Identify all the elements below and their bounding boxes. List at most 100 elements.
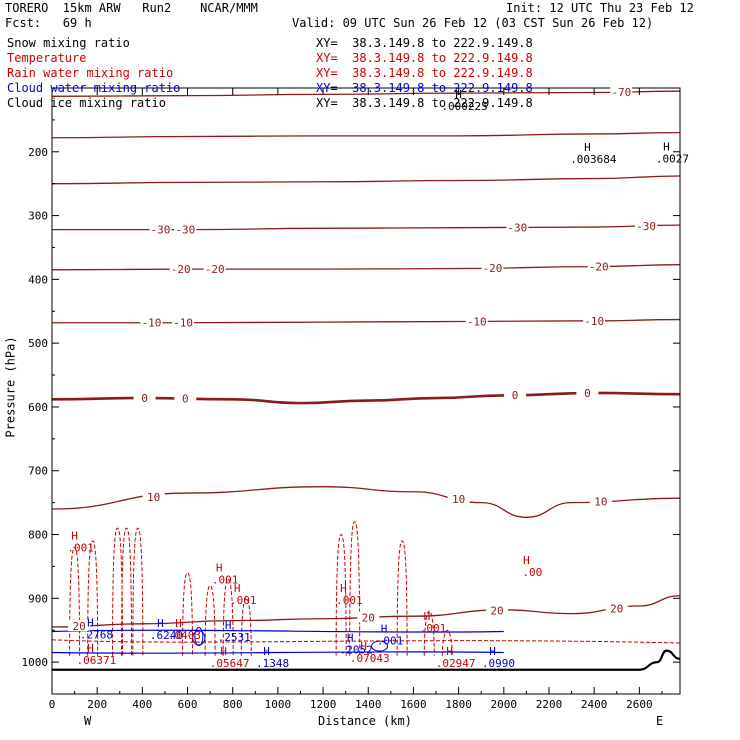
max-marker: H bbox=[220, 645, 227, 658]
max-value-label: .2768 bbox=[80, 628, 113, 641]
isotherm-label: -20 bbox=[205, 263, 225, 276]
max-value-label: .00 bbox=[522, 566, 542, 579]
isotherm-label: 0 bbox=[584, 387, 591, 400]
max-marker: H bbox=[424, 610, 431, 623]
isotherm-label-bg bbox=[133, 392, 156, 404]
max-marker: H bbox=[663, 140, 670, 153]
legend-xy-cloud-ice: XY= 38.3.149.8 to 222.9.149.8 bbox=[316, 96, 533, 110]
isotherm-label-bg bbox=[203, 263, 226, 275]
x-tick-label: 800 bbox=[223, 698, 243, 711]
isotherm-label: -30 bbox=[150, 224, 170, 237]
terrain-line bbox=[52, 649, 681, 671]
max-value-label: .0403 bbox=[168, 629, 201, 642]
rain-contour bbox=[349, 521, 361, 656]
rain-contour bbox=[87, 540, 99, 656]
y-tick-label: 400 bbox=[28, 273, 48, 286]
isotherm-label-bg bbox=[583, 314, 606, 326]
isotherm-line bbox=[51, 264, 681, 271]
isotherm-label: -30 bbox=[507, 221, 527, 234]
isotherm-label: -10 bbox=[584, 315, 604, 328]
max-value-label: .1348 bbox=[256, 657, 289, 670]
max-marker: H bbox=[381, 623, 388, 636]
isotherm-label: -20 bbox=[589, 261, 609, 274]
isotherm-label-bg bbox=[357, 611, 380, 623]
legend-label-rain: Rain water mixing ratio bbox=[7, 66, 174, 80]
max-marker: H bbox=[263, 645, 270, 658]
max-marker: H bbox=[71, 530, 78, 543]
isotherm-label: 0 bbox=[512, 389, 519, 402]
isotherm-label-bg bbox=[174, 223, 197, 235]
isotherm-label: -70 bbox=[611, 86, 631, 99]
max-value-label: .06371 bbox=[77, 654, 117, 667]
max-marker: H bbox=[157, 617, 164, 630]
isotherm-line bbox=[51, 175, 681, 185]
max-value-label: .05647 bbox=[210, 657, 250, 670]
x-tick-label: 0 bbox=[49, 698, 56, 711]
rain-contour bbox=[132, 527, 144, 656]
isotherm-label: 0 bbox=[141, 392, 148, 405]
x-tick-label: 2200 bbox=[536, 698, 563, 711]
max-value-label: .003684 bbox=[570, 153, 617, 166]
max-value-label: .0990 bbox=[482, 657, 515, 670]
rain-contour-base bbox=[51, 639, 681, 644]
x-tick-label: 1400 bbox=[355, 698, 382, 711]
x-tick-label: 2400 bbox=[581, 698, 608, 711]
x-tick-label: 400 bbox=[132, 698, 152, 711]
y-tick-label: 500 bbox=[28, 337, 48, 350]
cloud-water-cell bbox=[192, 630, 206, 646]
isotherm-label-bg bbox=[169, 263, 192, 275]
max-marker: H bbox=[523, 554, 530, 567]
x-tick-label: 2600 bbox=[626, 698, 653, 711]
cloud-water-contour bbox=[51, 629, 504, 633]
y-tick-label: 800 bbox=[28, 529, 48, 542]
y-tick-label: 1000 bbox=[22, 656, 49, 669]
max-value-label: .07043 bbox=[350, 652, 390, 665]
x-tick-label: 1200 bbox=[310, 698, 337, 711]
legend-xy-rain: XY= 38.3.149.8 to 222.9.149.8 bbox=[316, 66, 533, 80]
isotherm-label-bg bbox=[506, 221, 529, 233]
max-marker: H bbox=[216, 561, 223, 574]
rain-contour bbox=[222, 578, 234, 656]
legend-xy-snow: XY= 38.3.149.8 to 222.9.149.8 bbox=[316, 36, 533, 50]
isotherm-label-bg bbox=[589, 495, 612, 507]
isotherm-label: -20 bbox=[171, 263, 191, 276]
cloud-water-cell bbox=[194, 627, 204, 647]
isotherm-label-bg bbox=[142, 491, 165, 503]
x-tick-label: 600 bbox=[178, 698, 198, 711]
max-marker: H bbox=[347, 632, 354, 645]
isotherm-label: 20 bbox=[72, 620, 85, 633]
isotherm-label-bg bbox=[465, 315, 488, 327]
legend-xy-cloud-water: XY= 38.3.149.8 to 222.9.149.8 bbox=[316, 81, 533, 95]
isotherm-label: -30 bbox=[636, 220, 656, 233]
rain-contour bbox=[441, 629, 453, 656]
max-value-label: .001 bbox=[336, 594, 363, 607]
isotherm-label: -20 bbox=[483, 262, 503, 275]
max-marker: H bbox=[489, 645, 496, 658]
x-axis-label: Distance (km) bbox=[318, 714, 412, 728]
x-end-label-east: E bbox=[656, 714, 664, 728]
rain-contour bbox=[182, 572, 194, 656]
rain-contour bbox=[335, 534, 347, 656]
isotherm-label-bg bbox=[587, 260, 610, 272]
isotherm-label: 20 bbox=[610, 603, 623, 616]
isotherm-label-bg bbox=[504, 389, 527, 401]
isotherm-label-bg bbox=[140, 316, 163, 328]
plot-frame bbox=[51, 87, 681, 695]
isotherm-label: 10 bbox=[452, 493, 465, 506]
rain-contour bbox=[69, 546, 81, 656]
isotherm-line bbox=[51, 391, 681, 405]
y-axis-label: Pressure (hPa) bbox=[3, 336, 18, 438]
legend-label-snow: Snow mixing ratio bbox=[7, 36, 130, 50]
max-value-label: .2052 bbox=[340, 644, 373, 657]
legend-label-cloud-water: Cloud water mixing ratio bbox=[7, 81, 181, 95]
max-value-label: .0027 bbox=[656, 152, 689, 165]
max-marker: H bbox=[234, 582, 241, 595]
legend-label-cloud-ice: Cloud ice mixing ratio bbox=[7, 96, 166, 110]
isotherm-label-bg bbox=[481, 262, 504, 274]
isotherm-label-bg bbox=[486, 604, 509, 616]
isotherm-label-bg bbox=[149, 223, 172, 235]
y-tick-label: 300 bbox=[28, 210, 48, 223]
max-value-label: .001 bbox=[377, 635, 404, 648]
max-marker: H bbox=[175, 617, 182, 630]
max-marker: H bbox=[455, 88, 462, 101]
